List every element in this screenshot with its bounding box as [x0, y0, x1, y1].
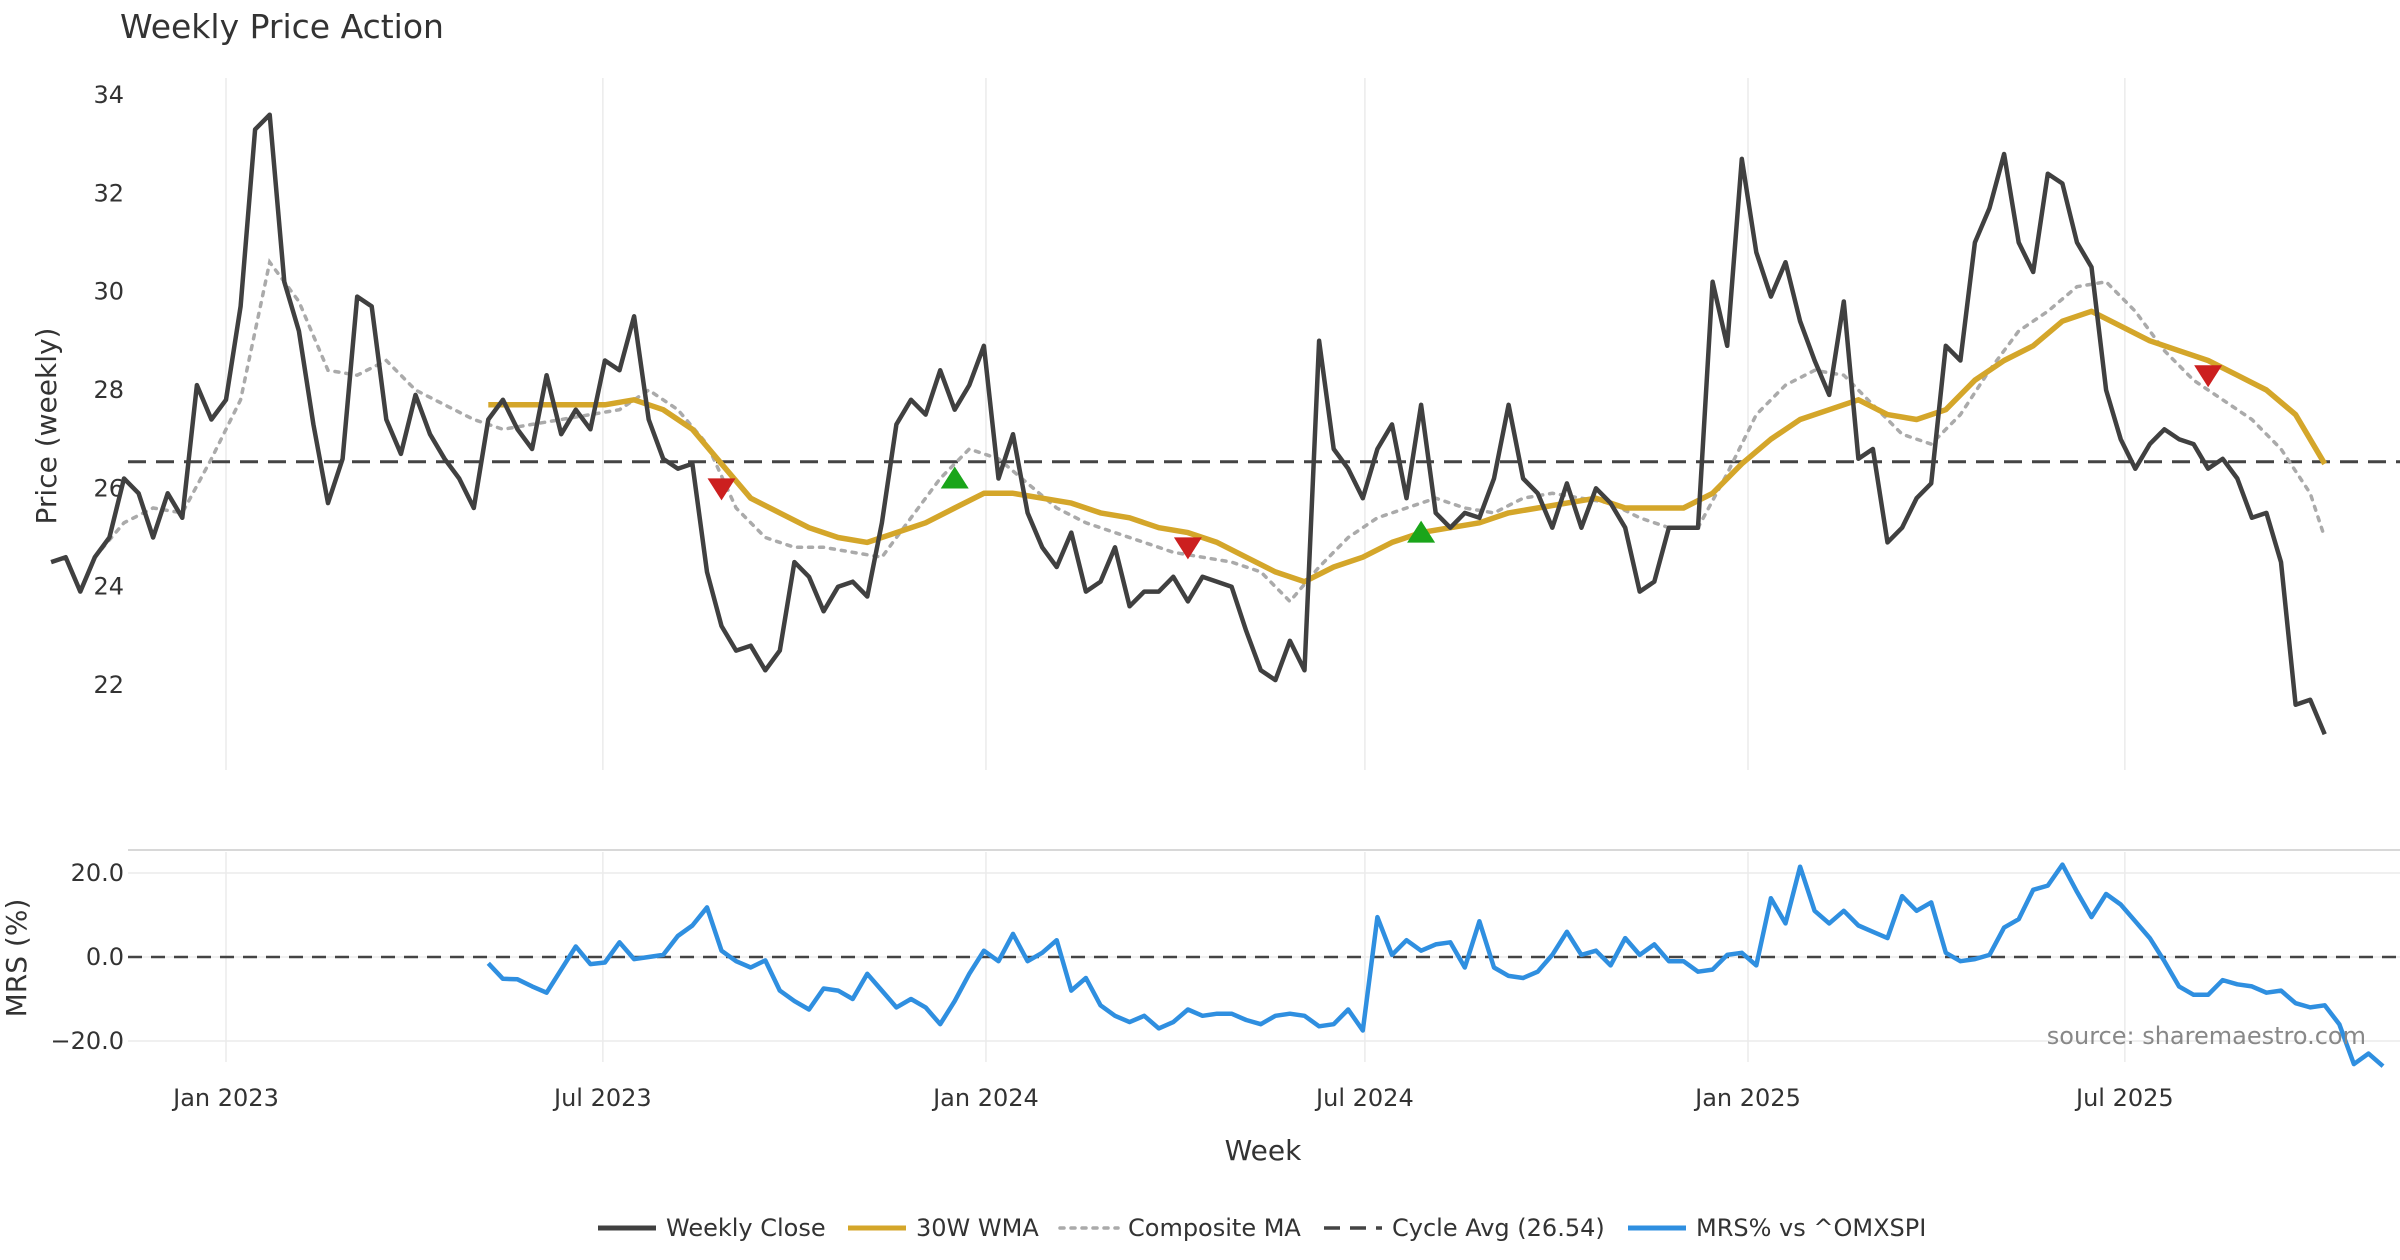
mrs-y-tick-label: 0.0 — [86, 943, 124, 971]
x-tick-label: Jan 2023 — [171, 1084, 279, 1112]
mrs-y-tick-label: −20.0 — [50, 1027, 124, 1055]
sell-signal-marker — [1173, 537, 1202, 560]
buy-signal-marker — [940, 466, 969, 489]
price-y-tick-label: 30 — [93, 278, 124, 306]
price-y-tick-label: 32 — [93, 179, 124, 207]
x-tick-label: Jul 2025 — [2074, 1084, 2174, 1112]
x-tick-label: Jan 2025 — [1693, 1084, 1801, 1112]
grid-layer — [128, 78, 2400, 1062]
price-y-tick-label: 22 — [93, 671, 124, 699]
legend: Weekly Close 30W WMA Composite MA Cycle Avg… — [598, 1214, 1926, 1242]
composite-ma-line — [93, 258, 2327, 604]
mrs-y-tick-label: 20.0 — [71, 859, 124, 887]
mrs-line — [486, 862, 2385, 1068]
chart-title: Weekly Price Action — [120, 7, 444, 46]
wma-30w-line — [488, 308, 2328, 585]
legend-label: Weekly Close — [666, 1214, 826, 1242]
buy-signal-marker — [1407, 520, 1436, 543]
sell-signal-marker — [2194, 365, 2223, 388]
legend-label: Composite MA — [1128, 1214, 1301, 1242]
legend-label: 30W WMA — [916, 1214, 1039, 1242]
price-y-axis-label: Price (weekly) — [30, 328, 63, 525]
x-tick-label: Jul 2023 — [552, 1084, 652, 1112]
x-tick-label: Jan 2024 — [931, 1084, 1039, 1112]
signal-markers — [707, 365, 2223, 560]
x-axis-label: Week — [1225, 1134, 1302, 1167]
price-y-tick-label: 28 — [93, 376, 124, 404]
weekly-close-line — [50, 112, 2327, 736]
sell-signal-marker — [707, 478, 736, 501]
mrs-y-axis-label: MRS (%) — [0, 899, 33, 1018]
legend-label: MRS% vs ^OMXSPI — [1696, 1214, 1926, 1242]
series-layer — [50, 112, 2400, 1068]
x-axis-ticks: Jan 2023 Jul 2023 Jan 2024 Jul 2024 Jan 2025… — [171, 1084, 2174, 1112]
legend-label: Cycle Avg (26.54) — [1392, 1214, 1605, 1242]
x-tick-label: Jul 2024 — [1314, 1084, 1414, 1112]
price-y-tick-label: 34 — [93, 81, 124, 109]
price-y-tick-label: 24 — [93, 573, 124, 601]
source-credit: source: sharemaestro.com — [2047, 1022, 2366, 1050]
